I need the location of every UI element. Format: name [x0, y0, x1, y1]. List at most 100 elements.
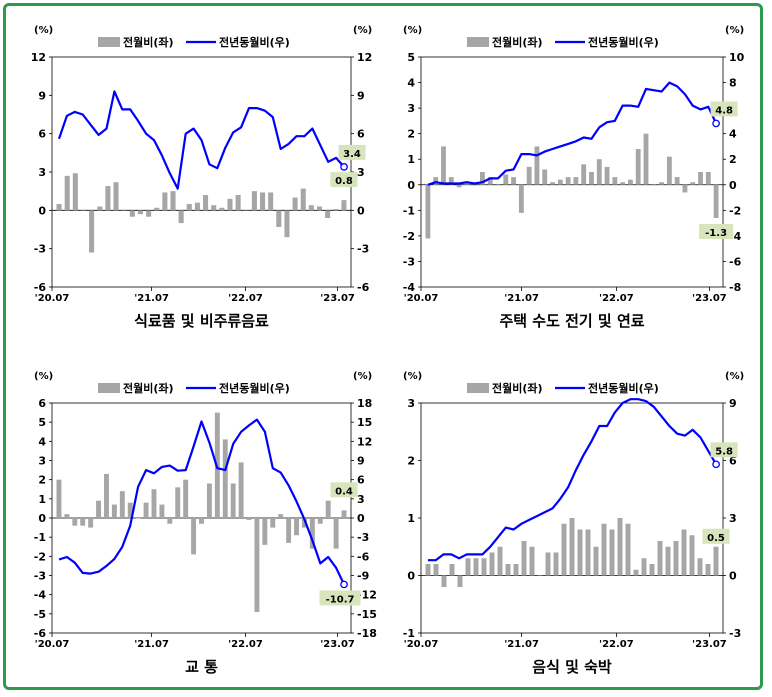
bar [513, 564, 519, 576]
legend-bar-label: 전월비(좌) [123, 381, 174, 395]
left-tick-label: -6 [34, 627, 47, 640]
x-tick-label: '21.07 [504, 639, 539, 650]
legend-line-label: 전년동월비(우) [219, 35, 290, 49]
bar [119, 491, 125, 518]
right-tick-label: -3 [357, 243, 369, 256]
right-tick-label: 0 [729, 570, 737, 583]
x-tick-label: '20.07 [404, 293, 439, 304]
right-tick-label: 8 [729, 77, 737, 90]
bar [146, 210, 152, 217]
bar [268, 192, 274, 211]
right-tick-label: -9 [357, 570, 369, 583]
left-unit: (%) [34, 25, 53, 36]
bar [170, 191, 176, 211]
bar [480, 172, 485, 185]
left-unit: (%) [34, 371, 53, 382]
bar [111, 504, 117, 518]
bar [666, 156, 672, 185]
bar [254, 518, 260, 612]
right-tick-label: 18 [357, 397, 372, 410]
left-tick-label: -1 [34, 531, 46, 544]
chart-title: 교 통 [185, 658, 218, 676]
x-tick-label: '21.07 [134, 639, 169, 650]
left-tick-label: 5 [407, 51, 415, 64]
bar [690, 182, 696, 185]
right-tick-label: -12 [357, 589, 377, 602]
chart-panel-4: (%) (%) 전월비(좌) 전년동월비(우) 3 2 1 0 -1 9 6 3 0 -3 '20.07 '2… [403, 371, 744, 676]
chart-title: 식료품 및 비주류음료 [134, 312, 269, 330]
bar [601, 523, 607, 576]
right-unit: (%) [353, 25, 372, 36]
bar [593, 546, 599, 576]
bar [246, 518, 252, 520]
left-tick-label: 1 [38, 493, 46, 506]
chart-title: 음식 및 숙박 [532, 658, 612, 676]
bar [301, 518, 307, 528]
left-tick-label: -6 [34, 281, 47, 294]
bar [178, 210, 184, 224]
bar [604, 166, 610, 185]
right-tick-label: 12 [357, 51, 372, 64]
line-value-label: 4.8 [715, 105, 733, 116]
bar [88, 518, 94, 528]
bar [113, 182, 119, 211]
bar [577, 529, 583, 576]
right-unit: (%) [725, 371, 744, 382]
bar [325, 500, 331, 518]
right-tick-label: 3 [729, 512, 737, 525]
right-tick-label: 6 [357, 474, 365, 487]
bar [333, 518, 339, 549]
right-tick-label: 9 [357, 89, 365, 102]
right-tick-label: -6 [357, 281, 370, 294]
right-tick-label: 0 [729, 179, 737, 192]
right-tick-label: 12 [357, 435, 372, 448]
bar [681, 529, 687, 576]
bar [625, 523, 631, 576]
bar [191, 518, 197, 555]
bar [222, 439, 228, 518]
bar [425, 184, 431, 239]
bar [425, 564, 431, 576]
bar [489, 552, 495, 576]
right-tick-label: 10 [729, 51, 745, 64]
bar [238, 462, 244, 518]
bar [557, 179, 563, 185]
bar [553, 552, 559, 576]
bar [481, 558, 487, 576]
right-tick-label: 6 [357, 128, 365, 141]
chart-panel-1: (%) (%) 전월비(좌) 전년동월비(우) 12 9 6 3 0 -3 -6 12 9 6 3 0 -3 -6… [31, 25, 373, 330]
left-tick-label: 1 [407, 153, 415, 166]
bar [633, 569, 639, 576]
bar [497, 546, 503, 576]
left-tick-label: 3 [407, 102, 415, 115]
left-tick-label: 0 [38, 204, 46, 217]
bar [143, 502, 149, 518]
bar [526, 166, 532, 185]
left-tick-label: -3 [34, 243, 46, 256]
left-tick-label: 3 [38, 455, 46, 468]
bar [186, 203, 192, 211]
x-tick-label: '20.07 [35, 293, 70, 304]
bar [433, 564, 439, 576]
left-tick-label: 3 [38, 166, 46, 179]
bar [64, 175, 70, 211]
bar [537, 575, 543, 576]
left-tick-label: 5 [38, 416, 46, 429]
bar [441, 146, 446, 185]
bar [550, 182, 555, 185]
bar [97, 206, 103, 211]
left-tick-label: -2 [34, 550, 46, 563]
bar [80, 518, 86, 526]
bar [487, 177, 493, 185]
bar [569, 518, 575, 576]
legend-line-label: 전년동월비(우) [588, 381, 659, 395]
bar [518, 184, 524, 213]
bar [617, 518, 623, 576]
bar [206, 483, 212, 518]
right-unit: (%) [353, 371, 372, 382]
left-unit: (%) [403, 25, 422, 36]
left-tick-label: -4 [34, 589, 47, 602]
bar [705, 172, 711, 185]
left-tick-label: 0 [38, 512, 46, 525]
bar [665, 546, 671, 576]
